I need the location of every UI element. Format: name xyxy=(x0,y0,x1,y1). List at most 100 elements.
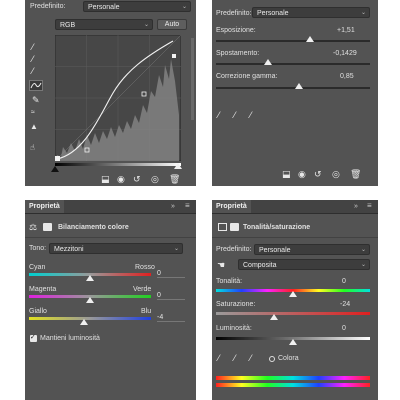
hue-sat-channel-select[interactable]: Composita ⌄ xyxy=(238,259,370,270)
offset-track[interactable] xyxy=(216,63,370,65)
exposure-value[interactable]: +1,51 xyxy=(337,27,355,34)
curves-channel-select[interactable]: RGB ⌄ xyxy=(55,19,153,30)
lightness-gradient[interactable] xyxy=(216,337,370,340)
smooth-icon[interactable]: ≈ xyxy=(31,109,35,116)
offset-slider-thumb[interactable] xyxy=(264,59,272,65)
trash-icon[interactable]: 🗑 xyxy=(350,169,362,179)
eyedropper-icon[interactable]: ⁄ xyxy=(218,353,220,363)
curves-preset-select[interactable]: Personale ⌄ xyxy=(83,1,191,12)
exposure-preset-value: Personale xyxy=(257,10,289,17)
view-previous-icon[interactable]: ◉ xyxy=(117,174,125,184)
yellow-blue-value[interactable]: -4 xyxy=(157,313,185,322)
divider xyxy=(25,237,196,238)
curve-tool-icon[interactable] xyxy=(29,80,43,91)
saturation-gradient[interactable] xyxy=(216,312,370,315)
white-point-slider[interactable] xyxy=(174,163,182,169)
clip-to-layer-icon[interactable]: ⬓ xyxy=(101,174,110,184)
lightness-slider-thumb[interactable] xyxy=(289,339,297,345)
cyan-red-gradient[interactable] xyxy=(29,273,151,276)
preserve-luminosity-label: Mantieni luminosità xyxy=(40,335,100,342)
eyedropper-black-icon[interactable]: ⁄ xyxy=(32,42,34,52)
chevron-down-icon: ⌄ xyxy=(181,4,187,10)
magenta-green-value[interactable]: 0 xyxy=(157,291,185,300)
curves-preset-value: Personale xyxy=(88,4,120,11)
hue-slider-thumb[interactable] xyxy=(289,291,297,297)
offset-value[interactable]: -0,1429 xyxy=(333,50,357,57)
exposure-track[interactable] xyxy=(216,40,370,42)
panel-menu-icon[interactable]: ≡ xyxy=(185,201,190,210)
eyedropper-gray-icon[interactable]: ⁄ xyxy=(32,54,34,64)
exposure-panel: Predefinito: Personale ⌄ Esposizione: +1… xyxy=(212,0,378,186)
gamma-track[interactable] xyxy=(216,87,370,89)
eyedropper-gray-icon[interactable]: ⁄ xyxy=(234,110,236,120)
collapse-icon[interactable]: » xyxy=(354,203,358,210)
exposure-preset-select[interactable]: Personale ⌄ xyxy=(252,7,370,18)
cyan-red-value[interactable]: 0 xyxy=(157,269,185,278)
curves-preset-label: Predefinito: xyxy=(30,3,66,10)
magenta-green-slider-thumb[interactable] xyxy=(86,297,94,303)
clip-to-layer-icon[interactable]: ⬓ xyxy=(282,169,291,179)
saturation-value[interactable]: -24 xyxy=(340,301,351,308)
view-previous-icon[interactable]: ◉ xyxy=(298,169,306,179)
curves-scrollbar[interactable] xyxy=(191,38,194,120)
lightness-value[interactable]: 0 xyxy=(342,325,346,332)
gamma-slider-thumb[interactable] xyxy=(295,83,303,89)
balance-scale-icon: ⚖ xyxy=(29,222,38,232)
target-adjust-icon[interactable]: ☝ xyxy=(30,143,35,152)
curves-input-gradient xyxy=(55,163,181,166)
layer-mask-icon[interactable] xyxy=(230,223,239,231)
blue-label: Blu xyxy=(141,308,152,315)
gamma-label: Correzione gamma: xyxy=(216,73,278,80)
curves-graph[interactable] xyxy=(55,35,181,161)
divider xyxy=(212,237,378,238)
visibility-icon[interactable]: ◎ xyxy=(332,169,340,179)
exposure-preset-label: Predefinito: xyxy=(216,10,252,17)
chevron-down-icon: ⌄ xyxy=(360,247,366,253)
panel-menu-icon[interactable]: ≡ xyxy=(367,201,372,210)
hue-gradient[interactable] xyxy=(216,289,370,292)
collapse-icon[interactable]: » xyxy=(171,203,175,210)
visibility-icon[interactable]: ◎ xyxy=(151,174,159,184)
cyan-label: Cyan xyxy=(29,264,46,271)
hand-icon[interactable]: ☚ xyxy=(217,260,226,270)
colorize-checkbox[interactable] xyxy=(269,356,275,362)
lightness-label: Luminosità: xyxy=(216,325,252,332)
properties-tab[interactable]: Proprietà xyxy=(25,200,64,213)
eyedropper-white-icon[interactable]: ⁄ xyxy=(32,66,34,76)
colorize-label: Colora xyxy=(278,355,299,362)
cyan-red-slider-thumb[interactable] xyxy=(86,275,94,281)
eyedropper-plus-icon[interactable]: ⁄ xyxy=(234,353,236,363)
eyedropper-minus-icon[interactable]: ⁄ xyxy=(250,353,252,363)
auto-button[interactable]: Auto xyxy=(157,19,187,30)
tone-label: Tono: xyxy=(29,245,47,252)
hue-sat-layer-icon xyxy=(218,223,227,231)
exposure-slider-thumb[interactable] xyxy=(306,36,314,42)
layer-mask-icon[interactable] xyxy=(43,223,52,231)
hue-label: Tonalità: xyxy=(216,278,243,285)
gamma-value[interactable]: 0,85 xyxy=(340,73,354,80)
offset-label: Spostamento: xyxy=(216,50,260,57)
tone-select[interactable]: Mezzitoni ⌄ xyxy=(49,243,183,254)
preserve-luminosity-checkbox[interactable] xyxy=(30,333,37,342)
pencil-icon[interactable]: ✎ xyxy=(32,95,40,105)
hue-range-bottom-bar xyxy=(216,383,370,387)
curves-panel: Predefinito: Personale ⌄ RGB ⌄ Auto ⁄ ⁄ … xyxy=(25,0,196,186)
hue-saturation-header: Proprietà » ≡ xyxy=(212,200,378,214)
exposure-label: Esposizione: xyxy=(216,27,256,34)
yellow-blue-slider-thumb[interactable] xyxy=(80,319,88,325)
trash-icon[interactable]: 🗑 xyxy=(169,174,181,184)
clipping-warning-icon[interactable]: ▲ xyxy=(30,122,38,131)
hue-saturation-panel: Proprietà » ≡ Tonalità/saturazione Prede… xyxy=(212,200,378,400)
properties-tab[interactable]: Proprietà xyxy=(212,200,251,213)
hue-value[interactable]: 0 xyxy=(342,278,346,285)
eyedropper-black-icon[interactable]: ⁄ xyxy=(218,110,220,120)
yellow-blue-gradient[interactable] xyxy=(29,317,151,320)
eyedropper-white-icon[interactable]: ⁄ xyxy=(250,110,252,120)
reset-icon[interactable]: ↺ xyxy=(314,169,322,179)
saturation-slider-thumb[interactable] xyxy=(270,314,278,320)
saturation-label: Saturazione: xyxy=(216,301,256,308)
hue-sat-preset-select[interactable]: Personale ⌄ xyxy=(254,244,370,255)
reset-icon[interactable]: ↺ xyxy=(133,174,141,184)
black-point-slider[interactable] xyxy=(51,166,59,172)
magenta-green-gradient[interactable] xyxy=(29,295,151,298)
